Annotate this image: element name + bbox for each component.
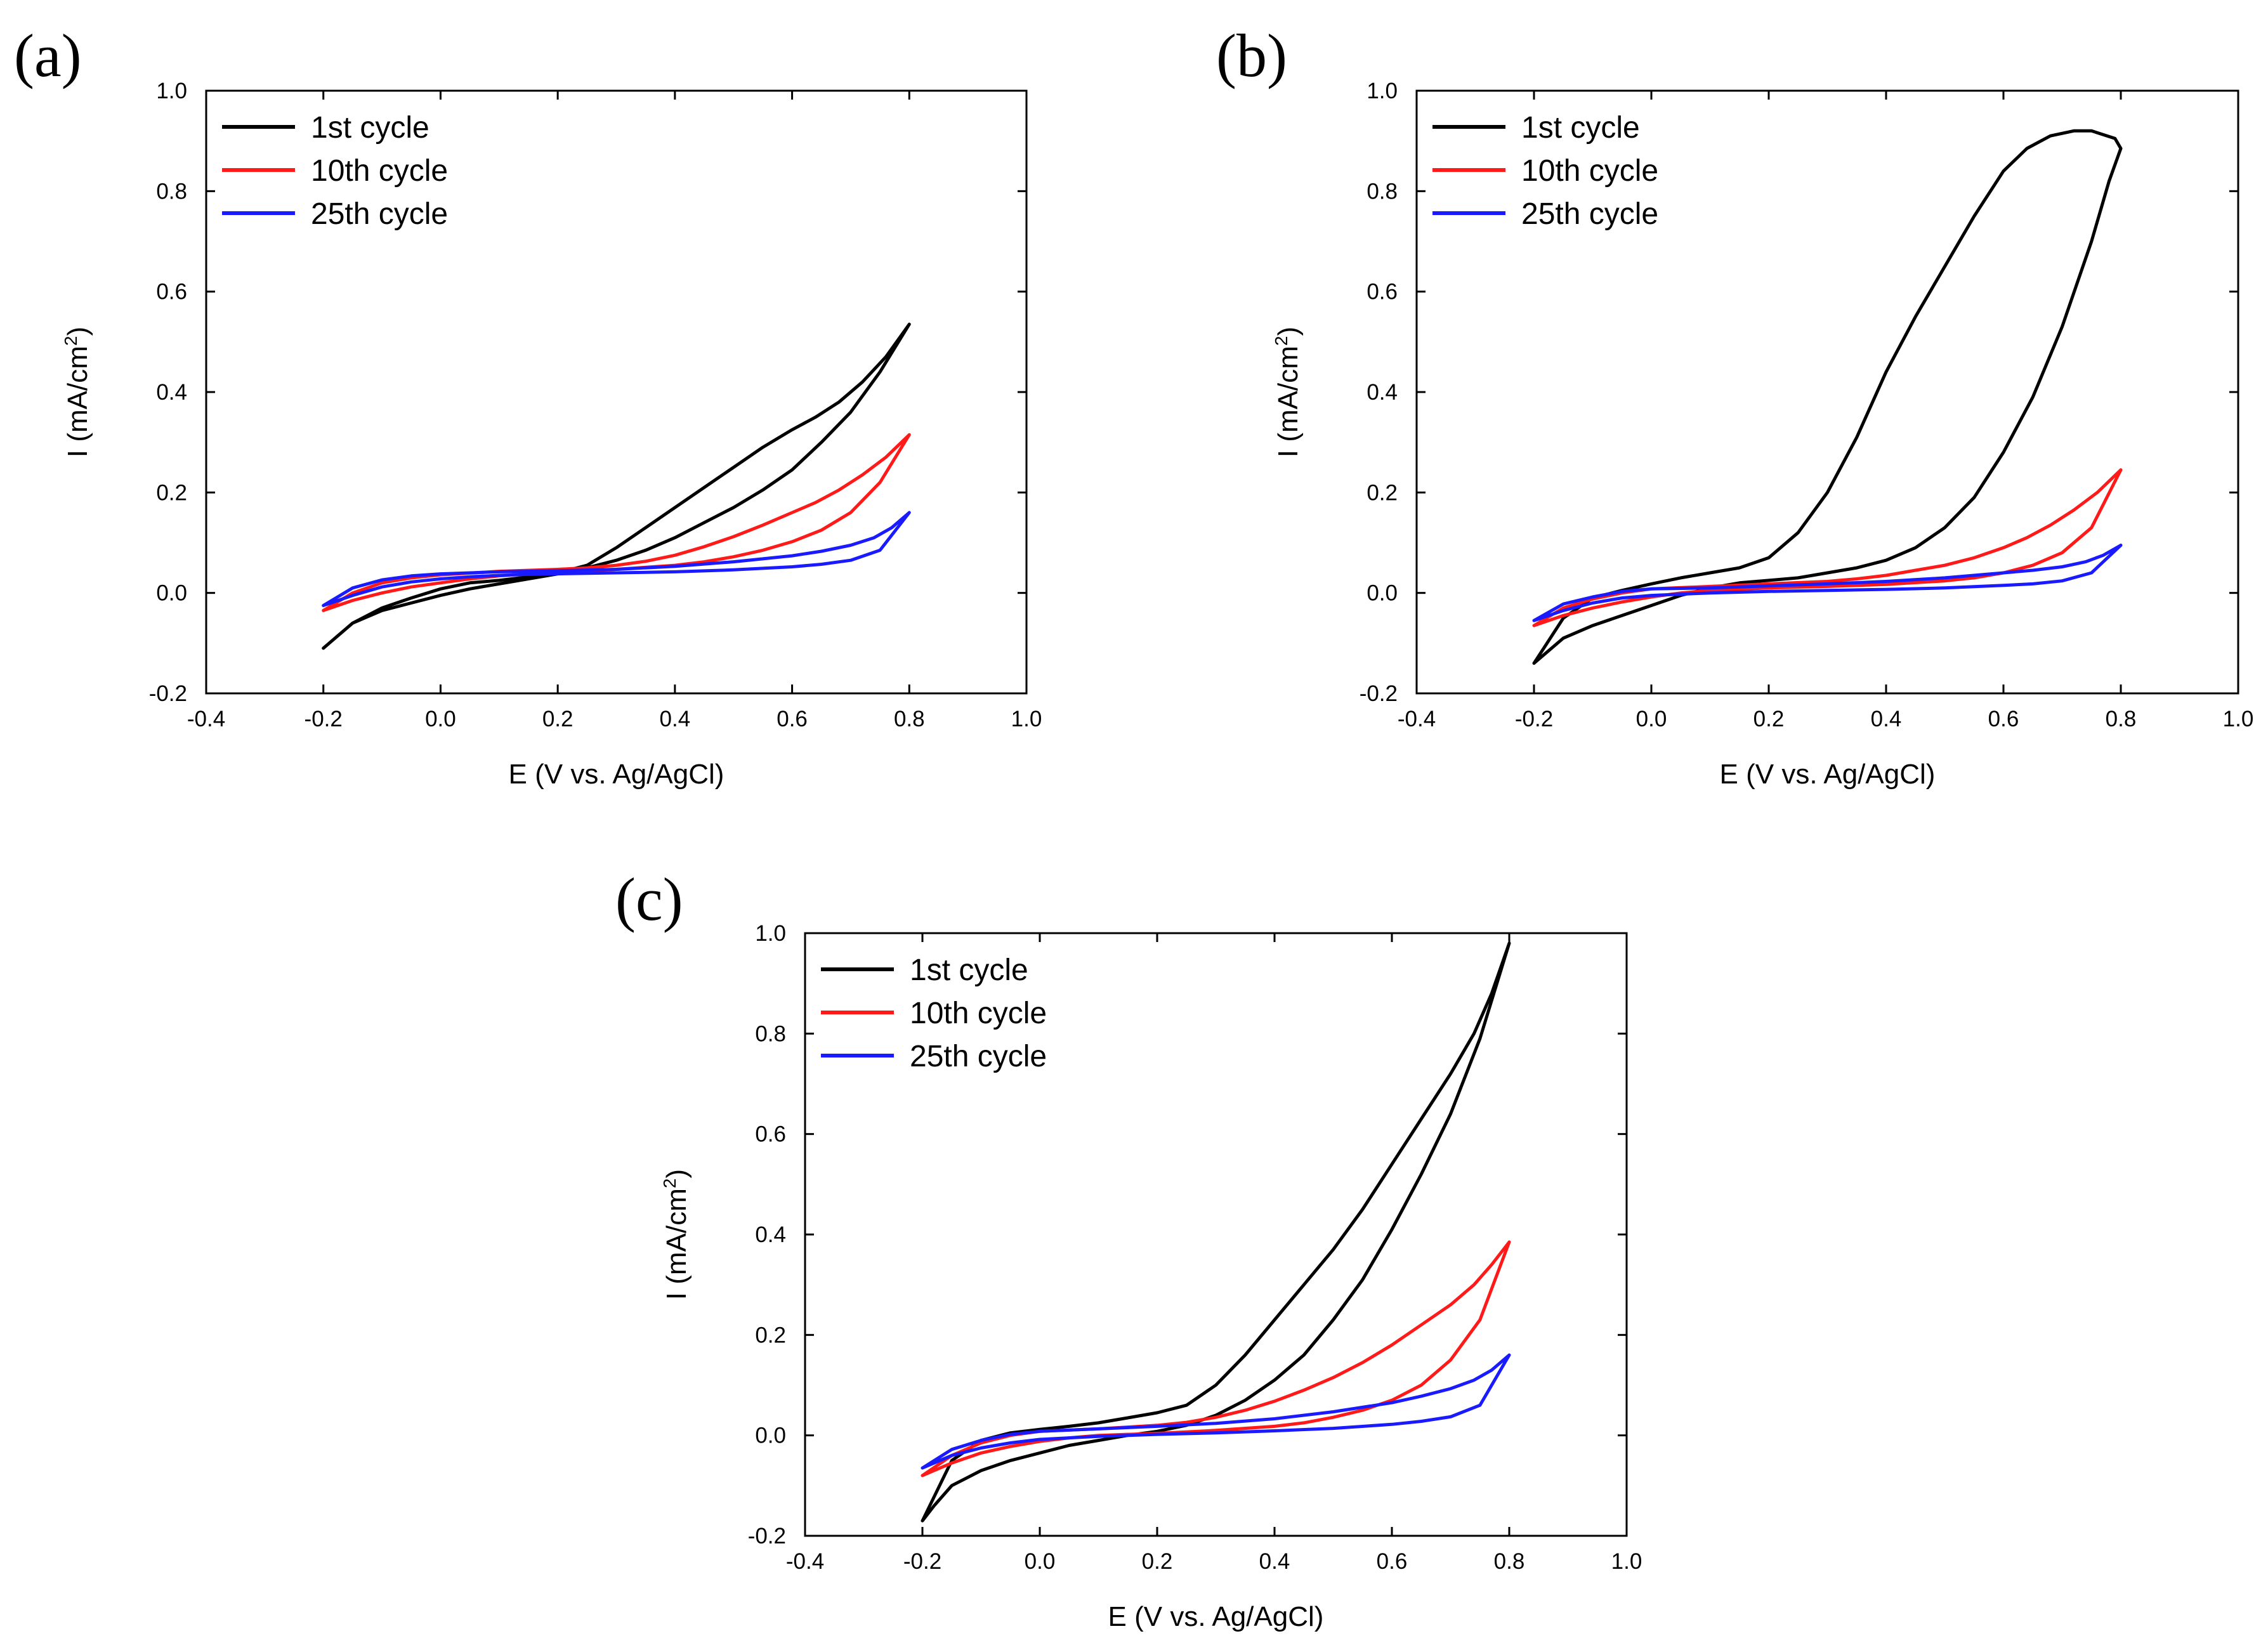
- x-tick-label: -0.2: [305, 707, 343, 731]
- legend: 1st cycle 10th cycle 25th cycle: [1432, 111, 1658, 231]
- legend-label-25th-cycle: 25th cycle: [311, 197, 448, 231]
- x-axis-title: E (V vs. Ag/AgCl): [1720, 759, 1936, 790]
- y-axis-title: I (mA/cm2): [61, 327, 93, 457]
- y-tick-label: 0.4: [156, 380, 187, 405]
- y-tick-label: 1.0: [755, 921, 786, 946]
- legend-label-10th-cycle: 10th cycle: [311, 154, 448, 188]
- y-tick-label: 0.0: [755, 1424, 786, 1448]
- y-tick-label: 0.8: [755, 1021, 786, 1046]
- x-tick-label: 0.6: [1377, 1549, 1408, 1574]
- y-axis-title-end: ): [661, 1169, 692, 1179]
- y-axis-title-end: ): [1273, 327, 1304, 336]
- series-line-25th-cycle: [1532, 544, 2123, 622]
- legend-label-10th-cycle: 10th cycle: [1521, 154, 1658, 188]
- x-tick-label: 1.0: [1011, 707, 1042, 731]
- y-tick-label: 0.8: [1367, 179, 1398, 204]
- y-axis-title: I (mA/cm2): [1271, 327, 1304, 457]
- x-tick-label: 0.8: [894, 707, 925, 731]
- x-tick-label: -0.4: [786, 1549, 824, 1574]
- legend: 1st cycle 10th cycle 25th cycle: [821, 953, 1047, 1073]
- y-axis-title: I (mA/cm2): [660, 1169, 692, 1300]
- legend-label-1st-cycle: 1st cycle: [910, 953, 1028, 987]
- y-axis-title-main: I (mA/cm: [661, 1188, 692, 1300]
- x-tick-label: -0.2: [903, 1549, 941, 1574]
- y-tick-label: -0.2: [149, 681, 187, 706]
- chart-panel-c: (c)-0.4 -0.2 0.0 0.2 0.4 0.6 0.8 1.0-0.20.00.20…: [615, 865, 1642, 1632]
- y-tick-label: 0.4: [1367, 380, 1398, 405]
- x-tick-label: 0.2: [1753, 707, 1785, 731]
- y-axis-title-superscript: 2: [660, 1179, 679, 1189]
- x-axis-title: E (V vs. Ag/AgCl): [509, 759, 724, 790]
- y-tick-label: 0.4: [755, 1222, 786, 1247]
- y-tick-label: 0.6: [1367, 280, 1398, 304]
- legend: 1st cycle 10th cycle 25th cycle: [222, 111, 448, 231]
- y-tick-label: 0.0: [1367, 581, 1398, 606]
- chart-panel-a: (a)-0.4 -0.2 0.0 0.2 0.4 0.6 0.8 1.0-0.20.00.20…: [14, 22, 1042, 790]
- panel-label-c: (c): [615, 865, 683, 933]
- y-tick-label: 0.2: [1367, 480, 1398, 505]
- y-tick-label: 0.0: [156, 581, 187, 606]
- x-tick-label: 0.2: [1142, 1549, 1173, 1574]
- legend-label-1st-cycle: 1st cycle: [311, 111, 429, 145]
- x-tick-label: 0.0: [425, 707, 456, 731]
- series-line-25th-cycle: [921, 1353, 1511, 1470]
- y-tick-label: 0.6: [755, 1122, 786, 1147]
- x-tick-label: 0.4: [660, 707, 691, 731]
- x-tick-label: 1.0: [1611, 1549, 1642, 1574]
- x-tick-label: 0.4: [1259, 1549, 1290, 1574]
- panel-label-b: (b): [1216, 22, 1287, 89]
- x-tick-label: 0.4: [1871, 707, 1902, 731]
- panel-label-a: (a): [14, 22, 82, 89]
- x-tick-label: 0.8: [1494, 1549, 1525, 1574]
- x-tick-label: 0.0: [1636, 707, 1667, 731]
- legend-label-1st-cycle: 1st cycle: [1521, 111, 1640, 145]
- y-tick-label: -0.2: [748, 1524, 786, 1549]
- x-tick-label: 0.0: [1025, 1549, 1056, 1574]
- x-tick-label: 0.8: [2106, 707, 2137, 731]
- x-tick-label: -0.4: [187, 707, 225, 731]
- x-axis-title: E (V vs. Ag/AgCl): [1108, 1601, 1324, 1632]
- y-axis-title-end: ): [62, 327, 93, 336]
- legend-label-25th-cycle: 25th cycle: [910, 1040, 1047, 1073]
- series-line-25th-cycle: [322, 511, 911, 607]
- x-tick-label: -0.4: [1398, 707, 1436, 731]
- x-tick-label: 1.0: [2223, 707, 2254, 731]
- y-axis-title-superscript: 2: [1271, 336, 1291, 346]
- legend-label-25th-cycle: 25th cycle: [1521, 197, 1658, 231]
- x-tick-label: -0.2: [1515, 707, 1553, 731]
- y-tick-label: 0.2: [755, 1323, 786, 1347]
- y-tick-label: 0.8: [156, 179, 187, 204]
- x-tick-label: 0.2: [542, 707, 574, 731]
- series-line-10th-cycle: [1532, 468, 2123, 627]
- legend-label-10th-cycle: 10th cycle: [910, 997, 1047, 1030]
- x-tick-label: 0.6: [777, 707, 808, 731]
- y-axis-title-main: I (mA/cm: [62, 346, 93, 457]
- chart-panel-b: (b)-0.4 -0.2 0.0 0.2 0.4 0.6 0.8 1.0-0.20.00.20…: [1216, 22, 2253, 790]
- y-axis-title-superscript: 2: [61, 336, 81, 346]
- y-tick-label: 1.0: [156, 79, 187, 103]
- y-tick-label: 0.6: [156, 280, 187, 304]
- y-tick-label: 1.0: [1367, 79, 1398, 103]
- series-line-1st-cycle: [921, 941, 1511, 1522]
- y-axis-title-main: I (mA/cm: [1273, 346, 1304, 457]
- y-tick-label: -0.2: [1360, 681, 1398, 706]
- series-line-1st-cycle: [322, 322, 911, 650]
- y-tick-label: 0.2: [156, 480, 187, 505]
- x-tick-label: 0.6: [1988, 707, 2019, 731]
